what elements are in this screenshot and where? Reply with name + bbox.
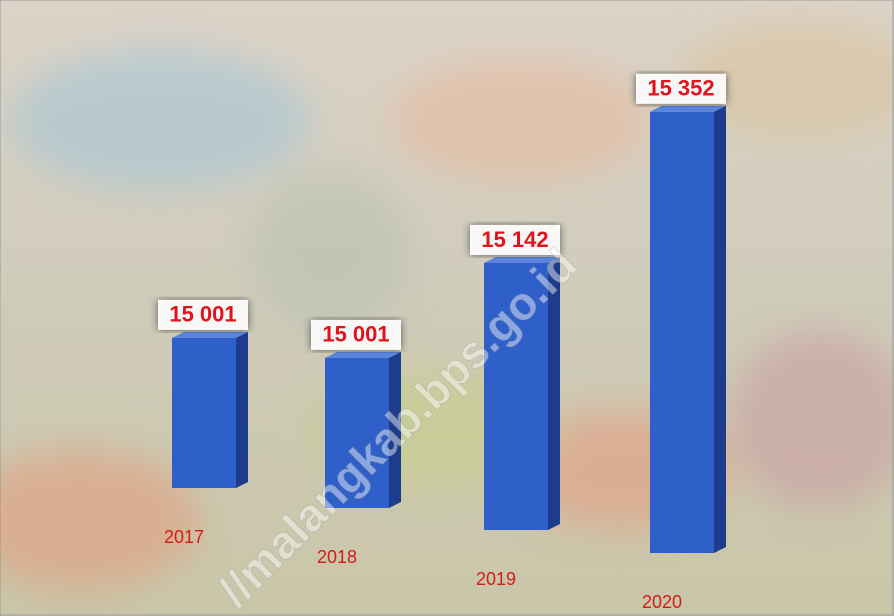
bar	[172, 332, 248, 488]
data-label: 15 001	[311, 320, 401, 350]
data-label-text: 15 352	[647, 76, 714, 101]
x-tick-label: 2019	[476, 569, 516, 589]
x-tick-label: 2017	[164, 527, 204, 547]
x-tick-label: 2018	[317, 547, 357, 567]
bar-side	[714, 106, 726, 553]
data-label-text: 15 001	[322, 322, 389, 347]
bar-side	[236, 332, 248, 488]
chart: 15 001201715 001201815 142201915 3522020…	[0, 0, 894, 616]
bar-top	[650, 106, 726, 112]
data-label: 15 352	[636, 74, 726, 104]
bar-front	[650, 112, 714, 553]
bar-front	[172, 338, 236, 488]
data-label-text: 15 001	[169, 302, 236, 327]
bar-top	[172, 332, 248, 338]
background	[0, 0, 894, 616]
x-tick-label: 2020	[642, 592, 682, 612]
bar-top	[325, 352, 401, 358]
bar	[650, 106, 726, 553]
data-label: 15 001	[158, 300, 248, 330]
